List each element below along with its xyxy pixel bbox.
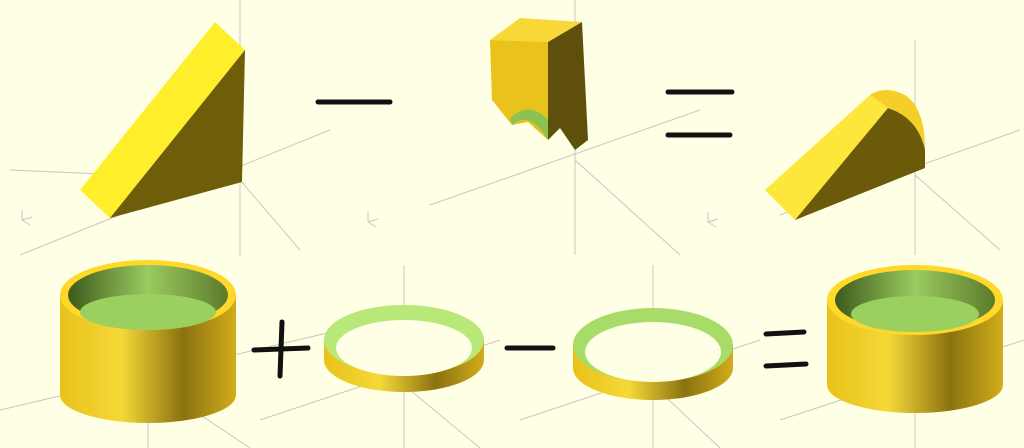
- equals-sign: [763, 329, 807, 337]
- cube-with-cut: [490, 18, 588, 150]
- equals-sign: [763, 361, 809, 369]
- ring: [573, 308, 733, 400]
- plus-sign: [251, 319, 311, 379]
- ring: [324, 305, 484, 392]
- cup: [60, 260, 236, 423]
- wedge: [80, 22, 245, 218]
- result-cup: [827, 265, 1003, 413]
- rounded-wedge: [765, 90, 925, 220]
